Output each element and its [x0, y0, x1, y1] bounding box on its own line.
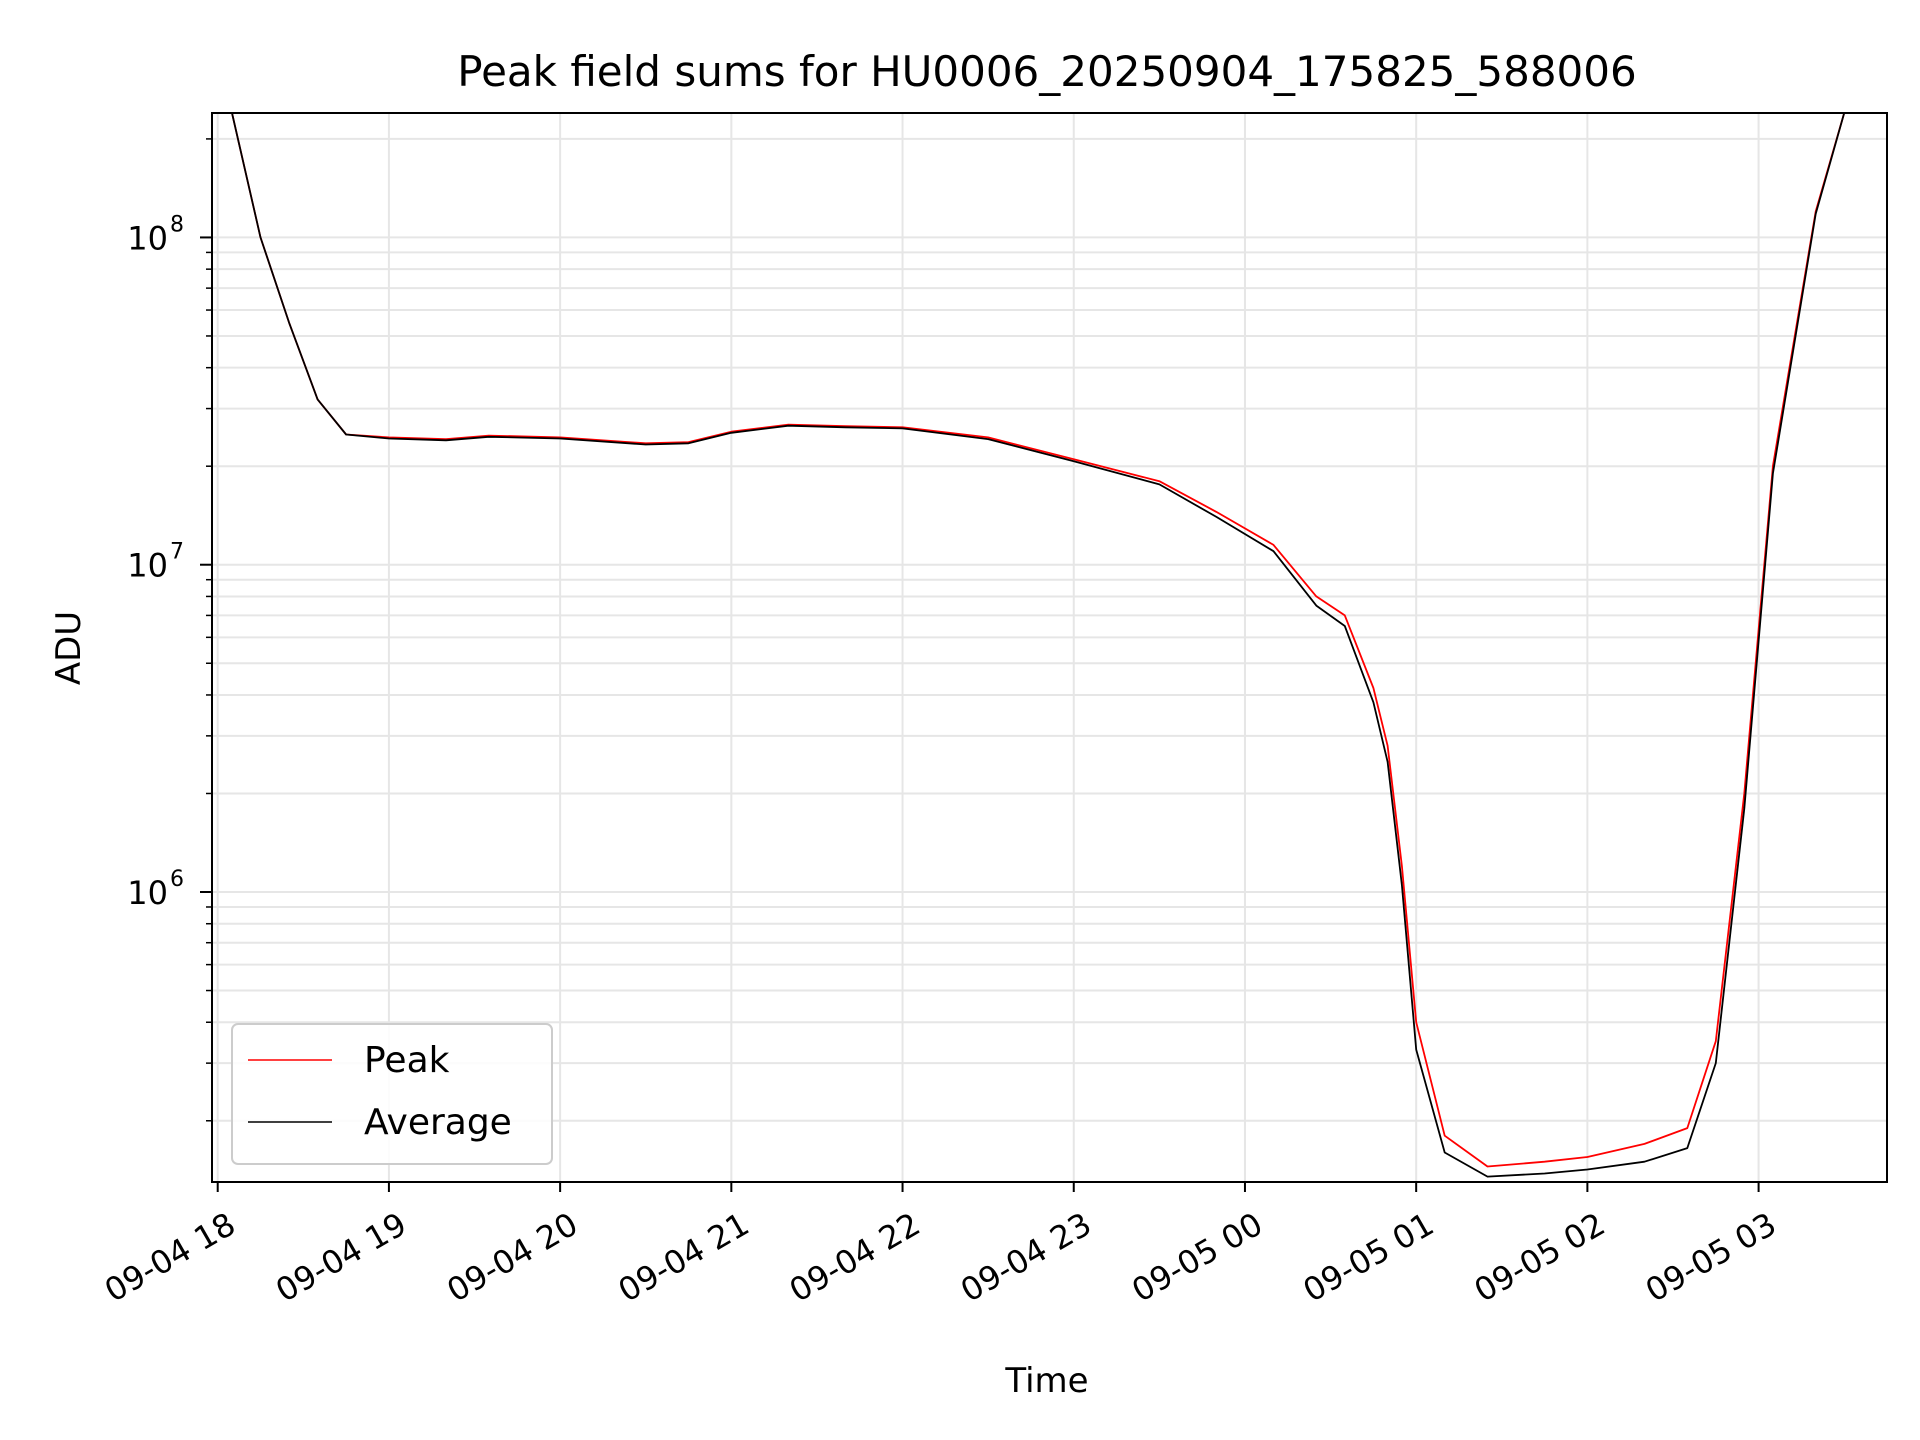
- legend-label-average: Average: [364, 1102, 512, 1143]
- y-tick-label: 10: [127, 219, 168, 257]
- y-tick-label: 10: [127, 547, 168, 585]
- y-tick-exponent: 6: [170, 867, 184, 892]
- y-tick-exponent: 7: [170, 540, 184, 565]
- legend: Peak Average: [231, 1023, 553, 1165]
- x-axis-label: Time: [1004, 1361, 1088, 1401]
- y-tick-exponent: 8: [170, 212, 184, 237]
- series-lines: [231, 113, 1846, 1178]
- y-axis-label: ADU: [49, 611, 89, 685]
- series-line-average: [231, 113, 1846, 1178]
- series-line-peak: [231, 113, 1846, 1168]
- plot-frame: [211, 112, 1888, 1183]
- y-tick-label: 10: [127, 874, 168, 912]
- chart-title: Peak field sums for HU0006_20250904_1758…: [457, 47, 1636, 96]
- legend-box: [231, 1023, 553, 1165]
- legend-label-peak: Peak: [364, 1040, 450, 1081]
